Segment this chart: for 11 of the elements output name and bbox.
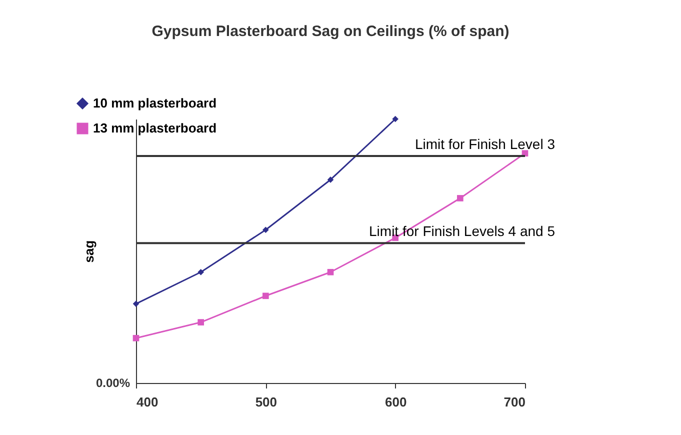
ref-line-label: Limit for Finish Level 3 [414,136,556,152]
ref-line-label: Limit for Finish Levels 4 and 5 [369,223,556,240]
y-axis-title: sag [82,240,96,263]
x-tick-label: 600 [384,394,407,410]
x-tick-label: 700 [504,394,526,410]
text: 0.00% [96,376,130,390]
chart-title: Gypsum Plasterboard Sag on Ceilings (% of span) [152,23,510,40]
legend-label: 10 mm plasterboard [93,96,217,110]
x-tick-label: 500 [255,394,278,410]
legend-label: 13 mm plasterboard [93,120,217,136]
x-tick-label: 400 [136,394,158,410]
